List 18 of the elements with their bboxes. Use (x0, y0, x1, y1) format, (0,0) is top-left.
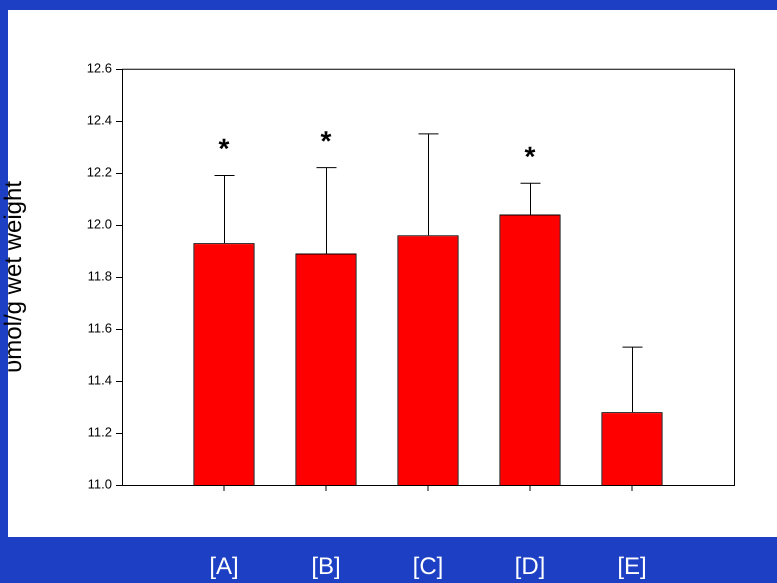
y-tick-label: 11.2 (88, 424, 112, 440)
y-tick-label: 11.0 (88, 476, 112, 492)
y-axis-title: υmol/g wet weight (0, 180, 28, 373)
x-tick-label: [D] (514, 553, 546, 580)
x-tick-label: [C] (412, 553, 444, 580)
y-tick-label: 12.0 (86, 216, 112, 232)
y-tick-label: 12.4 (86, 112, 112, 128)
x-tick-label: [B] (311, 553, 341, 580)
annotation: * (320, 125, 332, 156)
y-tick-label: 12.2 (86, 164, 112, 180)
y-tick-label: 11.4 (88, 372, 112, 388)
x-tick-label: [E] (617, 553, 647, 580)
annotation: * (218, 133, 230, 164)
x-tick-label: [A] (209, 553, 239, 580)
y-tick-label: 11.6 (88, 320, 112, 336)
y-tick-label: 11.8 (88, 268, 112, 284)
annotation: * (524, 140, 536, 172)
y-tick-label: 12.6 (86, 60, 112, 76)
